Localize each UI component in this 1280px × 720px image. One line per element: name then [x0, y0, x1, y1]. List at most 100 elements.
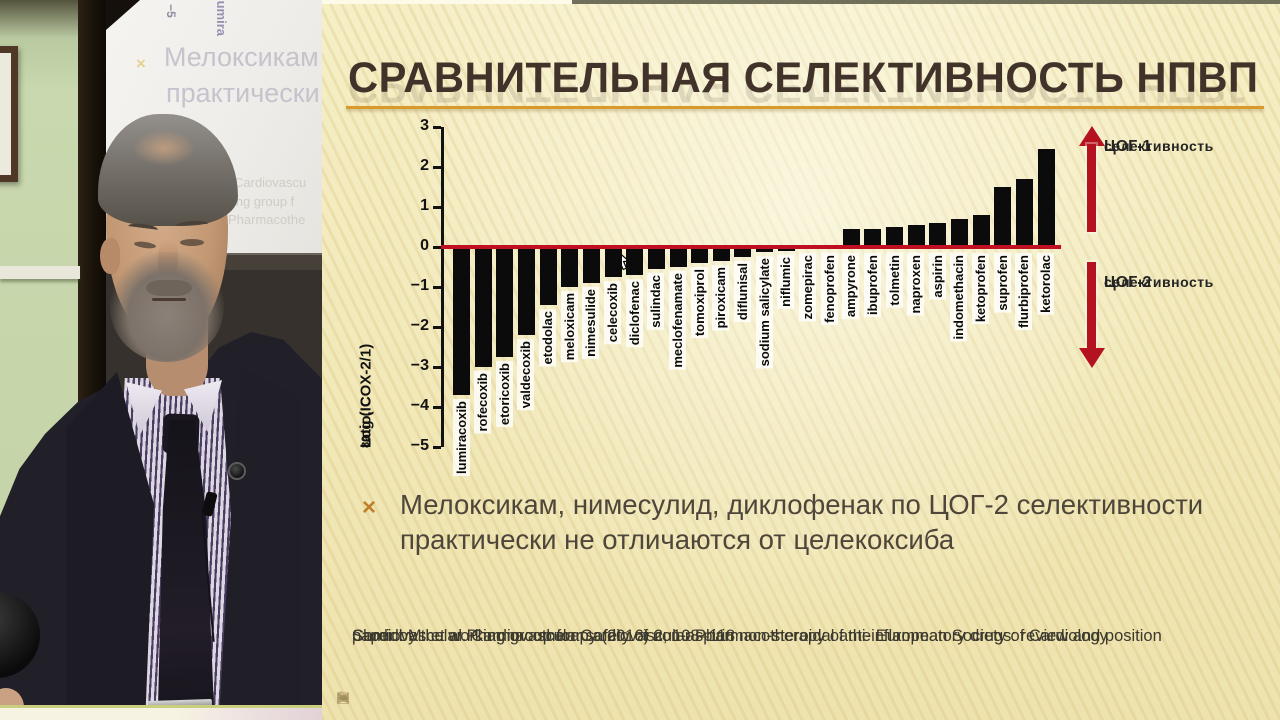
bar-diflunisal [734, 247, 752, 257]
ghost-citation-line1: Cardiovascu [234, 175, 307, 190]
bar-sodium-salicylate [756, 247, 774, 252]
bar-suprofen [994, 187, 1012, 247]
y-tick-label: −3 [410, 357, 429, 374]
bar-label-lumiracoxib: lumiracoxib [452, 399, 470, 476]
bar-niflumic [777, 247, 795, 251]
cox2-arrow-shaft [1087, 262, 1096, 350]
table-edge [0, 705, 322, 720]
bar-flurbiprofen [1015, 179, 1033, 247]
citation-line3: Cardiovascular Pharmacotherapy (2016) 2,… [352, 627, 736, 645]
bar-label-indomethacin: indomethacin [950, 253, 968, 342]
next-slide-button[interactable]: ▶ [337, 689, 349, 706]
ghost-citation-line3: Pharmacothe [228, 212, 306, 227]
y-axis-line [441, 127, 444, 447]
y-axis-title-part2: ratio, COX-2/1) [357, 343, 375, 448]
zero-line [441, 245, 1061, 249]
bar-label-fenoprofen: fenoprofen [820, 253, 838, 325]
bar-label-zomepirac: zomepirac [798, 253, 816, 322]
ghost-bullet-line2: практически [166, 78, 320, 108]
bar-rofecoxib [474, 247, 492, 367]
bar-etodolac [539, 247, 557, 305]
bar-label-sulindac: sulindac [647, 273, 665, 330]
pen-tool-button[interactable]: ✎ [336, 689, 350, 706]
y-tick-label: −4 [410, 397, 429, 414]
lapel-pin [228, 462, 246, 480]
presenter-ear [100, 238, 120, 274]
bar-label-valdecoxib: valdecoxib [517, 339, 535, 411]
bar-tolmetin [886, 227, 903, 247]
presenter-mustache [146, 280, 192, 296]
slide: СРАВНИТЕЛЬНАЯ СЕЛЕКТИВНОСТЬ НПВП СРАВНИТ… [322, 0, 1280, 720]
bar-label-etodolac: etodolac [539, 309, 557, 367]
bar-label-tolmetin: tolmetin [885, 253, 903, 308]
citation-line2: paper by the working group for Cardiovas… [352, 627, 1108, 645]
bullet-marker: × [362, 494, 377, 521]
bullet-text: Мелоксикам, нимесулид, диклофенак по ЦОГ… [400, 489, 1204, 555]
title-underline [346, 106, 1264, 109]
presenter-video-panel: −5 lumira × Мелоксикам практически Cardi… [0, 0, 322, 720]
bar-label-diclofenac: diclofenac [625, 279, 643, 348]
presenter-mouth [152, 298, 186, 301]
ghost-bullet-line1: Мелоксикам [164, 42, 319, 72]
presenter-beard [110, 252, 224, 362]
bar-chart: Log (IC 80 ratio, COX-2/1) ЦОГ-1 селектив… [322, 0, 1280, 720]
ghost-bar-label-fragment: lumira [214, 0, 229, 37]
bar-naproxen [907, 225, 925, 247]
wall-molding [0, 266, 80, 279]
bar-label-ketoprofen: ketoprofen [972, 253, 990, 325]
slides-menu-button[interactable]: ▤ [335, 689, 351, 706]
y-tick-label: 0 [420, 237, 429, 254]
bar-label-rofecoxib: rofecoxib [474, 371, 492, 434]
cox2-arrow-head [1079, 348, 1105, 368]
y-tick [433, 166, 441, 169]
slide-top-strip-light [322, 0, 572, 4]
bar-label-naproxen: naproxen [907, 253, 925, 316]
bar-label-tomoxiprol: tomoxiprol [690, 267, 708, 339]
y-tick-label: −2 [410, 317, 429, 334]
y-tick [433, 126, 441, 129]
bar-label-meclofenamate: meclofenamate [669, 271, 686, 370]
presentation-toolbar: ◀ ✎ ▤ ▶ [326, 688, 486, 710]
cox1-label-line2: селективность [1104, 138, 1214, 154]
cox1-arrow-shaft [1087, 144, 1096, 232]
bar-label-sodium-salicylate: sodium salicylate [755, 255, 773, 369]
y-tick [433, 366, 441, 369]
bar-label-piroxicam: piroxicam [712, 265, 730, 331]
bar-label-suprofen: suprofen [993, 253, 1011, 313]
ghost-axis-fragment: −5 [163, 4, 178, 18]
bar-label-ampyrone: ampyrone [842, 253, 860, 320]
bar-tomoxiprol [691, 247, 709, 263]
y-tick [433, 206, 441, 209]
y-tick-label: −1 [410, 277, 429, 294]
bar-ketoprofen [972, 215, 990, 247]
y-tick [433, 406, 441, 409]
bar-sulindac [647, 247, 665, 269]
cox1-label-line1: ЦОГ-1 [1104, 138, 1152, 155]
cox1-arrow-head [1079, 126, 1105, 146]
bar-meclofenamate [669, 247, 687, 267]
y-tick [433, 286, 441, 289]
y-tick-label: 3 [420, 117, 429, 134]
bar-nimesulide [582, 247, 600, 283]
bar-lumiracoxib [453, 247, 470, 395]
screen-corner-shadow [106, 0, 140, 30]
bar-label-nimesulide: nimesulide [582, 287, 600, 359]
bar-ibuprofen [864, 229, 882, 247]
bar-celecoxib [604, 247, 622, 277]
previous-slide-button[interactable]: ◀ [337, 689, 349, 706]
bar-label-meloxicam: meloxicam [560, 291, 578, 363]
bar-etoricoxib [496, 247, 514, 357]
receding-hairline [132, 130, 196, 166]
bar-label-diflunisal: diflunisal [733, 261, 751, 323]
cox2-label-line1: ЦОГ-2 [1104, 274, 1152, 291]
bar-meloxicam [561, 247, 579, 287]
bar-label-etoricoxib: etoricoxib [495, 361, 513, 428]
bar-piroxicam [712, 247, 730, 261]
ghost-citation-line2: rking group f [222, 194, 295, 209]
y-tick-label: 2 [420, 157, 429, 174]
citation-line1: Shmidt M. et al. Cardiovascular safety o… [352, 627, 1162, 645]
bar-label-aspirin: aspirin [928, 253, 946, 300]
bar-label-ibuprofen: ibuprofen [863, 253, 881, 317]
bar-ketorolac [1037, 149, 1055, 247]
